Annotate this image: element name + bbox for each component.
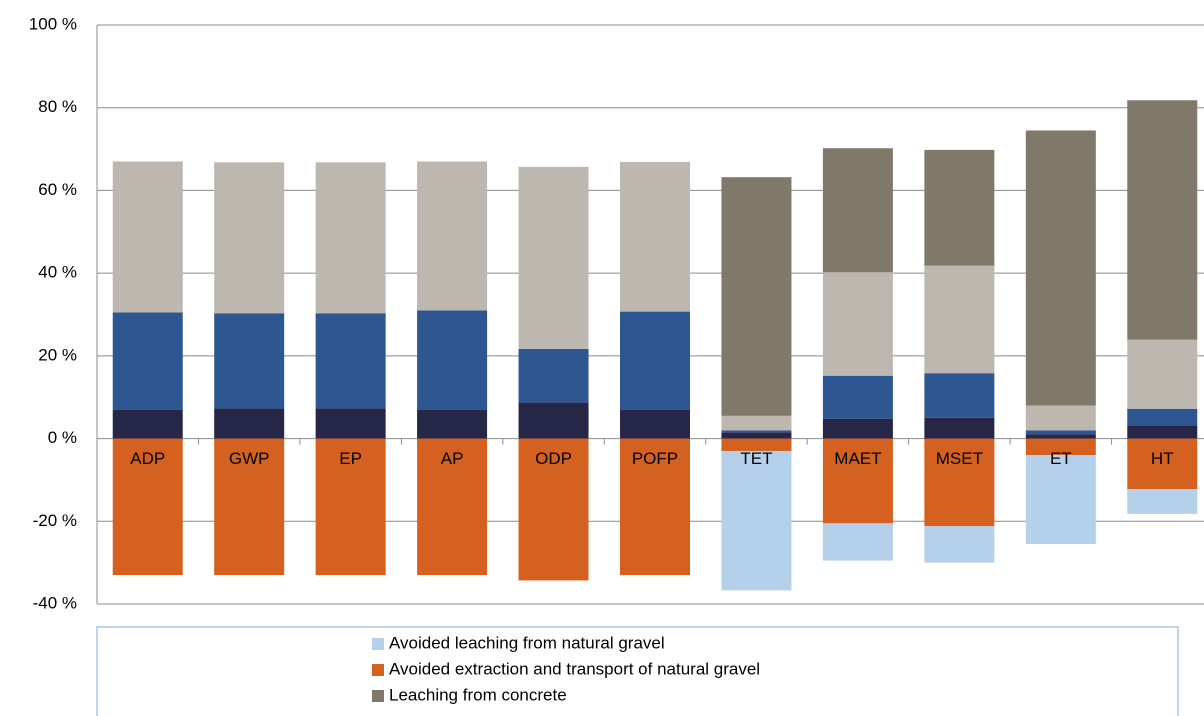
bar-segment [721, 415, 792, 431]
bar-segment [417, 161, 488, 311]
bar-segment [924, 417, 995, 439]
bar-segment [214, 313, 285, 409]
bar-segment [620, 161, 690, 312]
bar-segment [1127, 339, 1198, 409]
bar-segment [417, 310, 488, 410]
bar-segment [822, 438, 893, 524]
legend-swatch [372, 690, 384, 702]
legend-label: Avoided leaching from natural gravel [389, 633, 665, 652]
bar-segment [1025, 130, 1096, 406]
bar-segment [822, 418, 893, 439]
bar-segment [214, 408, 285, 439]
bar-segment [214, 162, 285, 314]
bar-segment [518, 402, 589, 439]
bar-segment [112, 312, 183, 410]
bar-segment [924, 149, 995, 266]
bar-segment [1025, 455, 1096, 545]
x-tick-label: EP [339, 449, 362, 468]
bar-segment [112, 438, 183, 576]
y-tick-label: 20 % [38, 345, 77, 364]
bar-segment [822, 272, 893, 376]
bar-segment [1025, 438, 1096, 456]
y-tick-label: -40 % [33, 593, 77, 612]
bar-segment [924, 438, 995, 527]
legend-label: Leaching from concrete [389, 685, 567, 704]
bar-segment [822, 148, 893, 273]
bar-segment [1127, 100, 1198, 340]
y-tick-label: 80 % [38, 97, 77, 116]
bar-segment [1127, 425, 1198, 439]
bar-segment [518, 438, 589, 581]
bar-segment [1127, 489, 1198, 514]
bar-segment [417, 409, 488, 439]
legend-label: Avoided extraction and transport of natu… [389, 659, 760, 678]
x-tick-label: MSET [936, 449, 983, 468]
x-tick-label: POFP [632, 449, 678, 468]
bar-segment [1127, 408, 1198, 426]
bar-segment [822, 523, 893, 561]
legend-box [96, 626, 1179, 716]
bar-segment [1025, 434, 1096, 439]
y-tick-label: 40 % [38, 263, 77, 282]
bar-segment [315, 408, 386, 439]
bar-segment [924, 265, 995, 374]
bar-segment [518, 348, 589, 403]
bar-segment [112, 161, 183, 313]
bar-segment [214, 438, 285, 576]
legend-swatch [372, 638, 384, 650]
bar-segment [112, 409, 183, 439]
bar-segment [518, 166, 589, 349]
y-tick-label: 100 % [29, 14, 77, 33]
bar-segment [721, 450, 792, 591]
bar-segment [721, 177, 792, 416]
x-tick-label: ODP [535, 449, 572, 468]
x-tick-label: ADP [130, 449, 165, 468]
x-tick-label: AP [441, 449, 464, 468]
x-tick-label: ET [1050, 449, 1072, 468]
bar-segment [721, 432, 792, 439]
bar-segment [620, 311, 690, 410]
legend-swatch [372, 664, 384, 676]
bar-segment [417, 438, 488, 576]
bar-segment [315, 313, 386, 409]
bar-segment [721, 438, 792, 451]
bar-segment [924, 373, 995, 418]
x-tick-label: TET [740, 449, 772, 468]
bar-segment [721, 430, 792, 433]
bar-segment [1127, 438, 1198, 490]
x-tick-label: GWP [229, 449, 270, 468]
y-tick-label: 0 % [48, 428, 77, 447]
bar-segment [620, 438, 690, 576]
y-tick-label: -20 % [33, 511, 77, 530]
x-tick-label: HT [1151, 449, 1174, 468]
bar-segment [822, 375, 893, 419]
y-tick-label: 60 % [38, 180, 77, 199]
bar-segment [1025, 430, 1096, 435]
bar-segment [620, 409, 690, 439]
bar-segment [1025, 405, 1096, 431]
bar-segment [315, 438, 386, 576]
bar-segment [924, 526, 995, 563]
bar-segment [315, 162, 386, 314]
x-tick-label: MAET [834, 449, 881, 468]
